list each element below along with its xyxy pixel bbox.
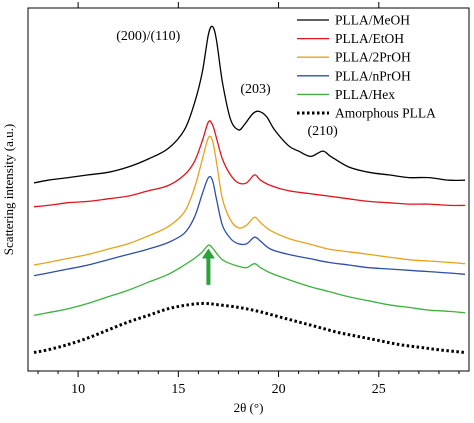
legend-label-0: PLLA/MeOH [335, 13, 410, 28]
y-axis-title: Scattering intensity (a.u.) [1, 124, 16, 255]
series-layer [33, 25, 466, 354]
arrow-head [201, 248, 215, 259]
peak-label-0: (200)/(110) [116, 29, 180, 44]
x-tick-label: 25 [372, 382, 386, 397]
series-line-0 [33, 25, 466, 184]
series-line-4 [33, 244, 466, 317]
x-axis-title: 2θ (°) [234, 400, 264, 415]
x-tick-label: 15 [171, 382, 185, 397]
x-tick-label: 20 [272, 382, 286, 397]
x-tick-label: 10 [71, 382, 85, 397]
legend-label-4: PLLA/Hex [335, 87, 395, 102]
series-line-5 [33, 301, 466, 354]
legend-label-3: PLLA/nPrOH [335, 68, 411, 83]
legend-label-5: Amorphous PLLA [335, 106, 436, 121]
annotations: (200)/(110) (203) (210) [116, 29, 338, 285]
legend-label-2: PLLA/2PrOH [335, 50, 411, 65]
legend-label-1: PLLA/EtOH [335, 31, 404, 46]
series-line-3 [33, 175, 466, 277]
series-line-1 [33, 120, 466, 208]
series-line-2 [33, 135, 466, 266]
peak-label-1: (203) [240, 82, 271, 97]
x-ticks: 10 15 20 25 [37, 2, 460, 397]
legend: PLLA/MeOH PLLA/EtOH PLLA/2PrOH PLLA/nPrOH PL… [297, 13, 436, 121]
peak-label-2: (210) [308, 124, 339, 139]
plot-frame [27, 7, 470, 372]
